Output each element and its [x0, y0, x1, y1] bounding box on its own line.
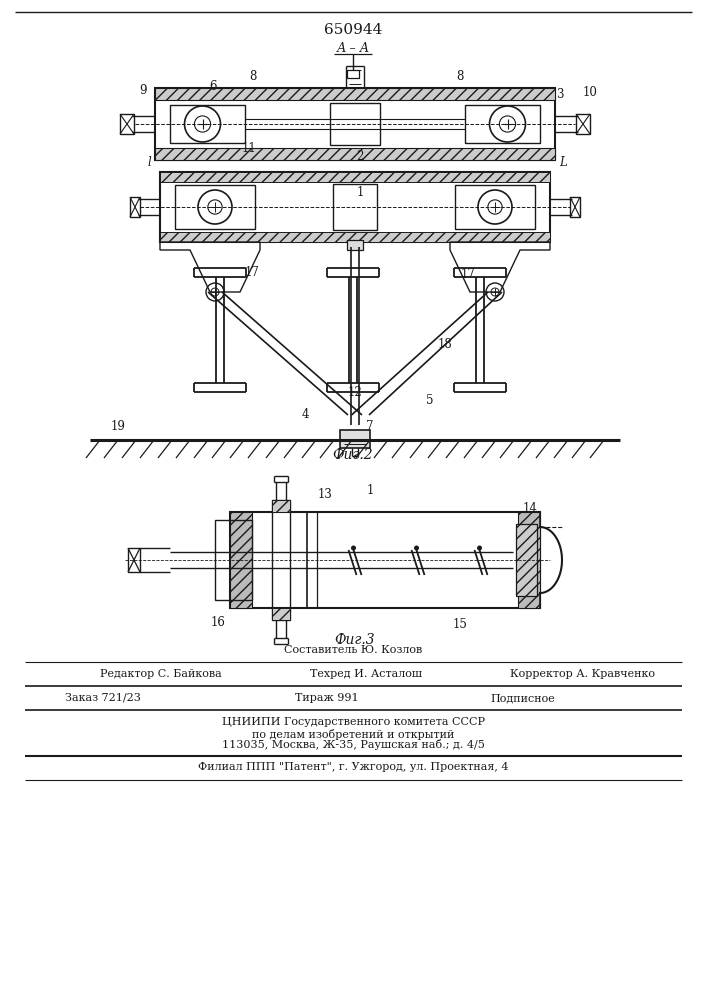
Circle shape — [351, 546, 356, 550]
Text: Фиг.2: Фиг.2 — [333, 448, 373, 462]
Text: 19: 19 — [110, 420, 125, 434]
Bar — [347, 240, 363, 250]
Text: 4: 4 — [301, 408, 309, 422]
Text: Подписное: Подписное — [490, 693, 555, 703]
Text: 7: 7 — [366, 420, 374, 434]
Bar — [175, 185, 255, 229]
Text: 650944: 650944 — [324, 23, 382, 37]
Bar — [272, 500, 290, 620]
Text: Филиал ППП "Патент", г. Ужгород, ул. Проектная, 4: Филиал ППП "Патент", г. Ужгород, ул. Про… — [198, 762, 508, 772]
Text: ЦНИИПИ Государственного комитета СССР: ЦНИИПИ Государственного комитета СССР — [221, 717, 484, 727]
Bar — [518, 512, 540, 608]
Bar — [230, 512, 252, 608]
Text: по делам изобретений и открытий: по делам изобретений и открытий — [252, 728, 454, 740]
Text: 17: 17 — [460, 267, 475, 280]
Text: 15: 15 — [452, 617, 467, 631]
Bar — [272, 608, 290, 620]
Bar — [455, 185, 535, 229]
Text: Редактор С. Байкова: Редактор С. Байкова — [100, 669, 222, 679]
Bar — [330, 103, 380, 145]
Text: L: L — [559, 155, 567, 168]
Bar — [215, 520, 252, 600]
Text: Тираж 991: Тираж 991 — [295, 693, 358, 703]
Text: 6: 6 — [209, 81, 217, 94]
Bar — [340, 430, 370, 448]
Text: 14: 14 — [522, 502, 537, 514]
Bar — [570, 197, 580, 217]
Bar — [170, 105, 245, 143]
Text: 113035, Москва, Ж-35, Раушская наб.; д. 4/5: 113035, Москва, Ж-35, Раушская наб.; д. … — [221, 740, 484, 750]
Text: Заказ 721/23: Заказ 721/23 — [65, 693, 141, 703]
Text: 8: 8 — [250, 70, 257, 83]
Text: Составитель Ю. Козлов: Составитель Ю. Козлов — [284, 645, 422, 655]
Text: 10: 10 — [583, 86, 597, 99]
Bar — [576, 114, 590, 134]
Text: 16: 16 — [211, 615, 226, 629]
Text: Корректор А. Кравченко: Корректор А. Кравченко — [510, 669, 655, 679]
Bar — [155, 88, 555, 160]
Text: 1: 1 — [366, 484, 374, 496]
Bar — [516, 524, 537, 596]
Text: 9: 9 — [139, 84, 147, 97]
Text: 5: 5 — [426, 393, 434, 406]
Bar — [130, 197, 140, 217]
Text: 3: 3 — [556, 89, 563, 102]
Bar — [230, 512, 540, 608]
Bar — [272, 500, 290, 512]
Bar — [160, 172, 550, 242]
Text: 8: 8 — [456, 70, 464, 83]
Text: l: l — [147, 155, 151, 168]
Text: Фиг.3: Фиг.3 — [334, 633, 375, 647]
Text: 12: 12 — [348, 385, 363, 398]
Bar — [128, 548, 140, 572]
Text: 13: 13 — [317, 488, 332, 502]
Text: 1: 1 — [356, 186, 363, 198]
Text: 11: 11 — [242, 141, 257, 154]
Bar — [155, 88, 555, 100]
Text: 2: 2 — [356, 150, 363, 163]
Bar — [160, 232, 550, 242]
Text: 17: 17 — [245, 265, 259, 278]
Text: 18: 18 — [438, 338, 452, 352]
Text: Техред И. Асталош: Техред И. Асталош — [310, 669, 422, 679]
Bar — [160, 172, 550, 182]
Bar — [120, 114, 134, 134]
Bar — [347, 70, 359, 78]
Bar — [465, 105, 540, 143]
Text: А – А: А – А — [337, 41, 370, 54]
Circle shape — [414, 546, 419, 550]
Bar — [155, 148, 555, 160]
Circle shape — [477, 546, 482, 550]
Bar — [333, 184, 377, 230]
